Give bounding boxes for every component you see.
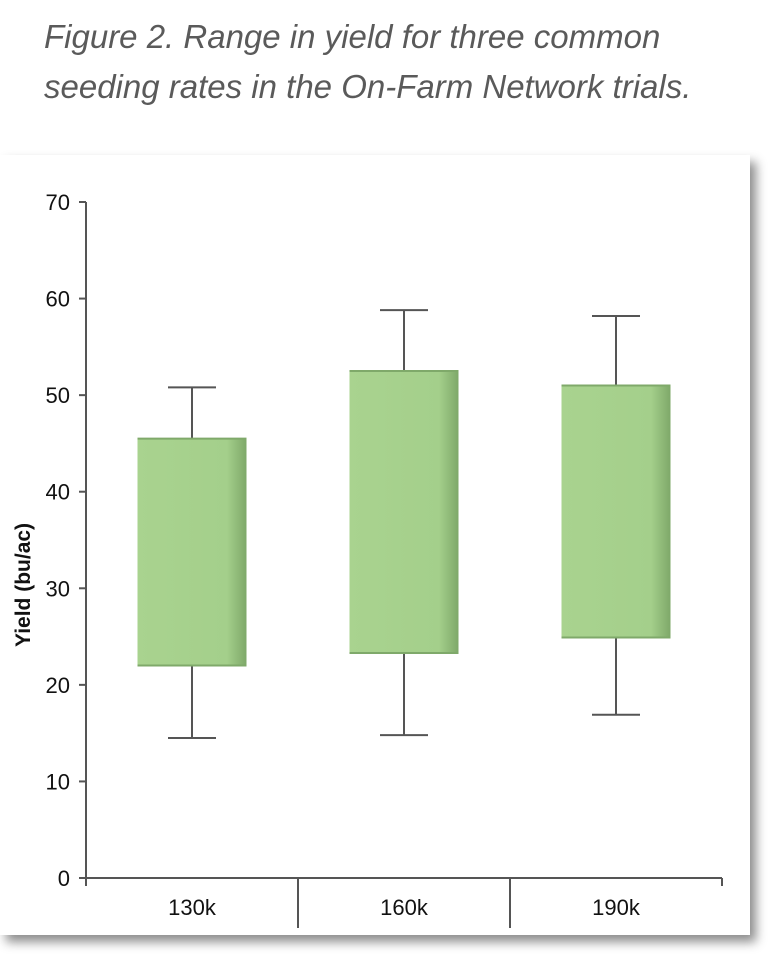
y-tick-label: 0	[58, 866, 70, 891]
iqr-box	[561, 385, 671, 638]
boxes-layer	[137, 309, 671, 739]
box-190k	[561, 314, 671, 716]
box-130k	[137, 386, 247, 739]
x-category-label: 160k	[380, 895, 429, 920]
y-ticks: 0 10 20 30 40 50 60 70	[46, 190, 86, 891]
x-categories: 130k 160k 190k	[85, 878, 723, 928]
box-160k	[349, 309, 459, 737]
x-category-label: 190k	[592, 895, 641, 920]
y-tick-label: 20	[46, 673, 70, 698]
x-category-label: 130k	[168, 895, 217, 920]
y-axis-title: Yield (bu/ac)	[12, 523, 35, 647]
y-tick-label: 40	[46, 480, 70, 505]
y-tick-label: 50	[46, 383, 70, 408]
y-tick-label: 10	[46, 769, 70, 794]
figure-caption: Figure 2. Range in yield for three commo…	[44, 18, 692, 105]
iqr-box	[349, 371, 459, 653]
y-tick-label: 60	[46, 287, 70, 312]
y-tick-label: 70	[46, 190, 70, 215]
y-tick-label: 30	[46, 576, 70, 601]
iqr-box	[137, 438, 247, 666]
axes-layer	[85, 202, 722, 879]
